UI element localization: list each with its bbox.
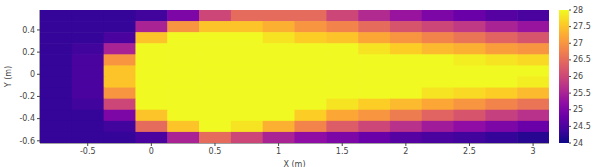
svg-text:24.5: 24.5 [573, 122, 591, 131]
svg-text:0: 0 [30, 70, 35, 79]
svg-text:-0.5: -0.5 [80, 147, 96, 156]
svg-text:X (m): X (m) [283, 160, 305, 167]
svg-text:0.5: 0.5 [209, 147, 222, 156]
svg-text:2.5: 2.5 [463, 147, 476, 156]
svg-text:-0.4: -0.4 [19, 114, 35, 123]
svg-text:2: 2 [403, 147, 408, 156]
svg-text:25.5: 25.5 [573, 89, 591, 98]
svg-text:27.5: 27.5 [573, 22, 591, 31]
svg-text:-0.2: -0.2 [19, 92, 35, 101]
svg-text:24: 24 [573, 139, 583, 148]
svg-text:0.4: 0.4 [22, 26, 35, 35]
svg-text:3: 3 [531, 147, 536, 156]
svg-text:Y (m): Y (m) [8, 66, 13, 88]
svg-text:-0.6: -0.6 [19, 137, 35, 146]
svg-text:1.5: 1.5 [336, 147, 349, 156]
svg-text:0: 0 [149, 147, 154, 156]
svg-text:26.5: 26.5 [573, 55, 591, 64]
svg-text:25: 25 [573, 105, 583, 114]
svg-text:28: 28 [573, 6, 583, 15]
svg-text:1: 1 [276, 147, 281, 156]
svg-text:26: 26 [573, 72, 583, 81]
svg-text:0.2: 0.2 [22, 48, 35, 57]
svg-text:27: 27 [573, 39, 583, 48]
